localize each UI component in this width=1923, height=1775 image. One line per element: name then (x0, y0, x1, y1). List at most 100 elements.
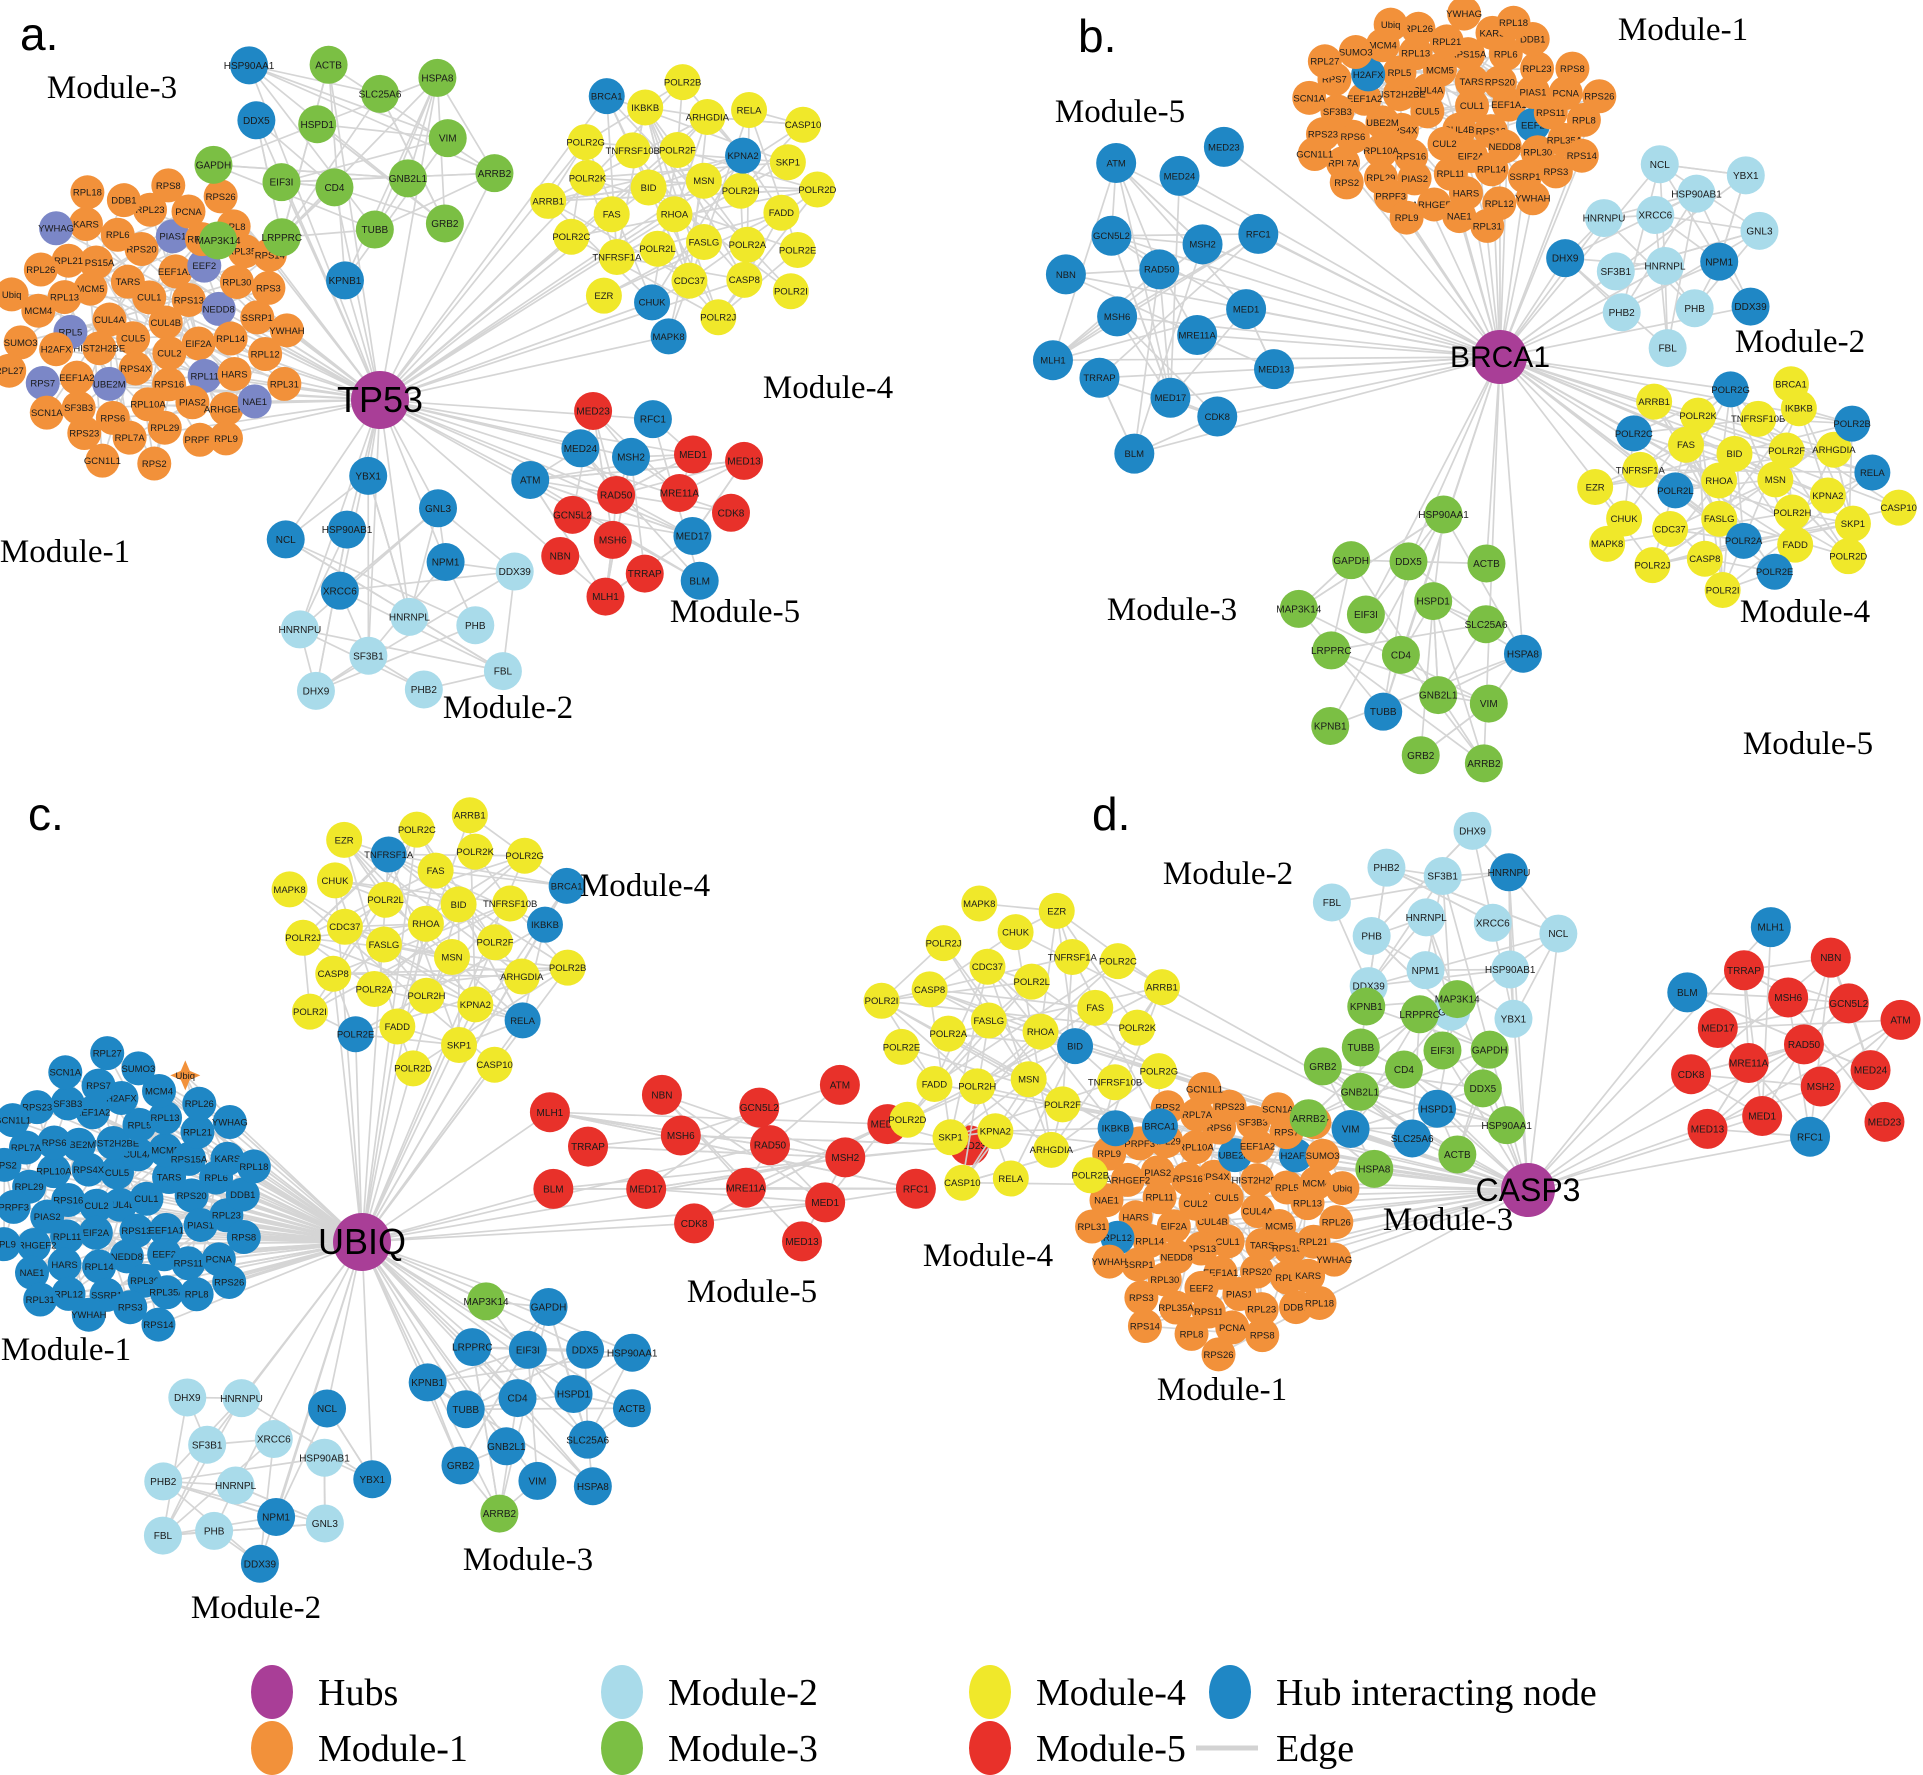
node-SCN1A[interactable]: SCN1A (29, 395, 64, 430)
node-RPL8[interactable]: RPL8 (179, 1277, 214, 1312)
node-MED1[interactable]: MED1 (674, 435, 713, 474)
node-DDX5[interactable]: DDX5 (237, 101, 276, 140)
node-MED17[interactable]: MED17 (626, 1168, 667, 1209)
node-RPL7A[interactable]: RPL7A (112, 420, 147, 455)
node-GAPDH[interactable]: GAPDH (1470, 1030, 1509, 1069)
node-POLR2H[interactable]: POLR2H (722, 172, 760, 209)
node-NAE1[interactable]: NAE1 (237, 384, 272, 419)
node-RPL23[interactable]: RPL23 (1520, 51, 1555, 86)
node-MED13[interactable]: MED13 (782, 1221, 823, 1262)
node-RHOA[interactable]: RHOA (1022, 1013, 1059, 1050)
node-PHB[interactable]: PHB (1352, 916, 1391, 955)
node-GAPDH[interactable]: GAPDH (529, 1288, 568, 1327)
node-SF3B1[interactable]: SF3B1 (349, 636, 388, 675)
node-MED23[interactable]: MED23 (1864, 1101, 1905, 1142)
node-TNFRSF10B[interactable]: TNFRSF10B (483, 885, 537, 922)
node-MLH1[interactable]: MLH1 (529, 1092, 570, 1133)
node-KPNB1[interactable]: KPNB1 (1311, 706, 1350, 745)
hub-TP53[interactable]: TP53 (337, 371, 423, 429)
node-SF3B1[interactable]: SF3B1 (1596, 252, 1635, 291)
node-UBE2M[interactable]: UBE2M (1365, 105, 1400, 140)
node-ARHGEF2[interactable]: ARHGEF2 (204, 391, 249, 426)
node-MAP3K14[interactable]: MAP3K14 (1276, 589, 1322, 628)
node-NBN[interactable]: NBN (641, 1074, 682, 1115)
node-SUMO3[interactable]: SUMO3 (1338, 35, 1373, 70)
node-ARHGEF2[interactable]: ARHGEF2 (1105, 1162, 1150, 1197)
node-CHUK[interactable]: CHUK (1606, 500, 1643, 537)
node-POLR2F[interactable]: POLR2F (1768, 432, 1805, 469)
node-FASLG[interactable]: FASLG (1701, 500, 1738, 537)
node-NEDD8[interactable]: NEDD8 (201, 291, 236, 326)
node-RAD50[interactable]: RAD50 (597, 475, 636, 514)
node-FAS[interactable]: FAS (593, 196, 630, 233)
node-RPL26[interactable]: RPL26 (1401, 11, 1436, 46)
node-RPL10A[interactable]: RPL10A (1178, 1130, 1214, 1165)
node-HSP90AA1[interactable]: HSP90AA1 (607, 1333, 658, 1372)
node-CDC37[interactable]: CDC37 (1652, 510, 1689, 547)
node-MED23[interactable]: MED23 (574, 391, 613, 430)
node-GCN5L2[interactable]: GCN5L2 (1091, 215, 1132, 256)
node-POLR2D[interactable]: POLR2D (394, 1050, 432, 1087)
node-EIF3I[interactable]: EIF3I (262, 163, 301, 202)
node-SSRP1[interactable]: SSRP1 (240, 300, 275, 335)
node-RAD50[interactable]: RAD50 (750, 1125, 791, 1166)
node-EZR[interactable]: EZR (1577, 469, 1614, 506)
node-RPL21[interactable]: RPL21 (51, 243, 86, 278)
node-RPS8[interactable]: RPS8 (226, 1220, 261, 1255)
node-YWHAG[interactable]: YWHAG (212, 1104, 248, 1139)
node-MED17[interactable]: MED17 (673, 516, 712, 555)
node-RPL11[interactable]: RPL11 (187, 358, 222, 393)
node-ATM[interactable]: ATM (1880, 999, 1921, 1040)
node-DDX5[interactable]: DDX5 (1389, 542, 1428, 581)
node-CDK8[interactable]: CDK8 (1197, 396, 1238, 437)
node-HIST2H2BE[interactable]: HIST2H2BE (87, 1126, 139, 1161)
node-NPM1[interactable]: NPM1 (1700, 242, 1739, 281)
node-HSPA8[interactable]: HSPA8 (1355, 1149, 1394, 1188)
node-POLR2L[interactable]: POLR2L (1657, 472, 1694, 509)
node-PHB2[interactable]: PHB2 (144, 1462, 183, 1501)
node-SCN1A[interactable]: SCN1A (1260, 1092, 1295, 1127)
node-FASLG[interactable]: FASLG (685, 223, 722, 260)
node-PIAS2[interactable]: PIAS2 (1140, 1155, 1175, 1190)
node-RPS23[interactable]: RPS23 (1212, 1089, 1247, 1124)
node-HNRNPL[interactable]: HNRNPL (1406, 898, 1448, 937)
node-CASP8[interactable]: CASP8 (911, 971, 948, 1008)
node-DHX9[interactable]: DHX9 (296, 671, 335, 710)
node-CUL4A[interactable]: CUL4A (92, 302, 127, 337)
node-RPS13[interactable]: RPS13 (119, 1213, 154, 1248)
node-GCN1L1[interactable]: GCN1L1 (0, 1103, 31, 1138)
node-RPS7[interactable]: RPS7 (81, 1068, 116, 1103)
node-DDX39[interactable]: DDX39 (240, 1544, 279, 1583)
node-CHUK[interactable]: CHUK (316, 862, 353, 899)
node-RPL26[interactable]: RPL26 (1319, 1205, 1354, 1240)
node-BRCA1[interactable]: BRCA1 (588, 78, 625, 115)
node-LRPPRC[interactable]: LRPPRC (262, 218, 303, 257)
node-YWHAG[interactable]: YWHAG (1316, 1242, 1352, 1277)
node-NPM1[interactable]: NPM1 (257, 1497, 296, 1536)
node-TNFRSF1A[interactable]: TNFRSF1A (1048, 938, 1098, 975)
node-RPL13[interactable]: RPL13 (148, 1100, 183, 1135)
node-CUL2[interactable]: CUL2 (1427, 126, 1462, 161)
node-DDX39[interactable]: DDX39 (495, 552, 534, 591)
node-POLR2D[interactable]: POLR2D (1829, 538, 1867, 575)
node-POLR2H[interactable]: POLR2H (408, 977, 446, 1014)
node-CDC37[interactable]: CDC37 (969, 948, 1006, 985)
node-BRCA1[interactable]: BRCA1 (1772, 366, 1809, 403)
node-MAPK8[interactable]: MAPK8 (271, 871, 308, 908)
node-RPL27[interactable]: RPL27 (1307, 44, 1342, 79)
node-MSN[interactable]: MSN (1757, 461, 1794, 498)
node-MED1[interactable]: MED1 (1226, 289, 1267, 330)
node-CUL2[interactable]: CUL2 (152, 336, 187, 371)
node-ACTB[interactable]: ACTB (309, 45, 348, 84)
node-PHB2[interactable]: PHB2 (404, 670, 443, 709)
node-MSH2[interactable]: MSH2 (825, 1137, 866, 1178)
node-RPL23[interactable]: RPL23 (133, 192, 168, 227)
node-CASP10[interactable]: CASP10 (785, 106, 821, 143)
node-PHB2[interactable]: PHB2 (1602, 293, 1641, 332)
node-MAPK8[interactable]: MAPK8 (1589, 525, 1626, 562)
node-RHOA[interactable]: RHOA (407, 905, 444, 942)
node-LRPPRC[interactable]: LRPPRC (1311, 631, 1352, 670)
hub-CASP3[interactable]: CASP3 (1476, 1163, 1581, 1217)
node-TNFRSF10B[interactable]: TNFRSF10B (1731, 400, 1785, 437)
node-TRRAP[interactable]: TRRAP (568, 1126, 609, 1167)
